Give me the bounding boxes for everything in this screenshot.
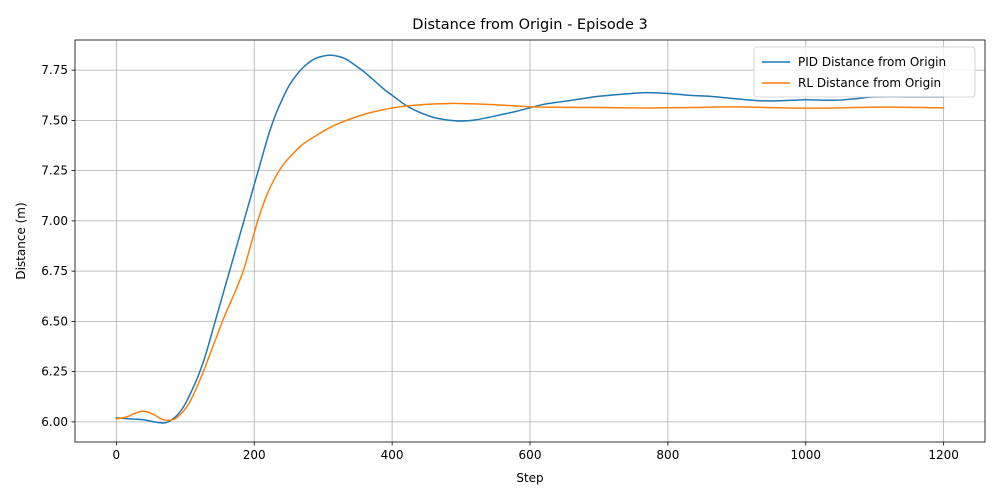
x-tick-label: 800 — [656, 448, 679, 462]
x-tick-label: 600 — [519, 448, 542, 462]
y-tick-label: 6.50 — [41, 314, 68, 328]
y-tick-label: 7.75 — [41, 63, 68, 77]
chart-title: Distance from Origin - Episode 3 — [412, 17, 647, 33]
x-tick-label: 0 — [113, 448, 121, 462]
y-tick-label: 6.25 — [41, 365, 68, 379]
series-lines — [115, 54, 945, 424]
y-axis-label: Distance (m) — [14, 202, 28, 279]
y-tick-label: 7.25 — [41, 164, 68, 178]
x-tick-label: 200 — [243, 448, 266, 462]
series-line-rl — [115, 102, 945, 422]
x-axis-label: Step — [516, 471, 543, 485]
axis-ticks: 0 200 400 600 800 1000 1200 6.00 6.25 6.50 6.75 7.0… — [41, 63, 959, 462]
x-tick-label: 1000 — [790, 448, 821, 462]
y-tick-label: 7.00 — [41, 214, 68, 228]
legend: PID Distance from Origin RL Distance from… — [753, 46, 976, 98]
legend-box — [753, 46, 976, 98]
x-tick-label: 400 — [381, 448, 404, 462]
y-tick-label: 6.75 — [41, 264, 68, 278]
legend-entry: PID Distance from Origin — [798, 55, 946, 69]
y-tick-label: 7.50 — [41, 113, 68, 127]
series-line-pid — [115, 54, 945, 424]
grid — [75, 40, 985, 442]
y-tick-label: 6.00 — [41, 415, 68, 429]
legend-entry: RL Distance from Origin — [798, 76, 941, 90]
x-tick-label: 1200 — [928, 448, 959, 462]
